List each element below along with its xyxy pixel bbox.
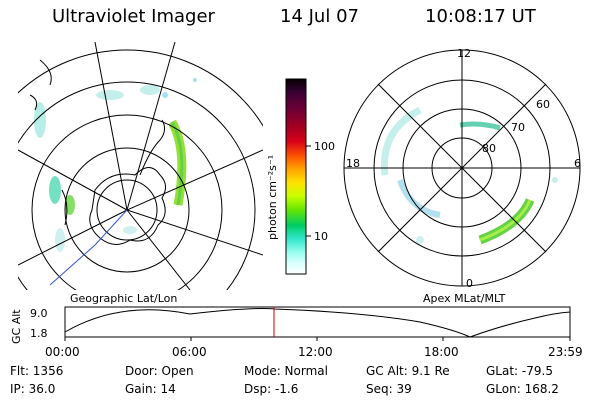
x-tick-1200: 12:00 (298, 345, 333, 359)
lat-label-60: 60 (536, 98, 550, 111)
lat-label-70: 70 (511, 121, 525, 134)
y-tick-9: 9.0 (30, 307, 48, 320)
y-tick-1-8: 1.8 (30, 327, 48, 340)
status-door: Door: Open (125, 364, 194, 378)
aurora-emission (34, 78, 197, 252)
x-tick-0600: 06:00 (172, 345, 207, 359)
geographic-caption: Geographic Lat/Lon (70, 292, 178, 305)
status-gain: Gain: 14 (125, 382, 176, 396)
altitude-timeline (64, 306, 571, 341)
x-tick-0000: 00:00 (45, 345, 80, 359)
status-dsp: Dsp: -1.6 (244, 382, 299, 396)
status-glat: GLat: -79.5 (486, 364, 553, 378)
timeline-axis-label: GC Alt (10, 309, 23, 344)
altitude-curve (64, 308, 571, 338)
coastline (89, 167, 166, 245)
status-ip: IP: 36.0 (10, 382, 56, 396)
magnetic-map (343, 49, 581, 287)
x-tick-1800: 18:00 (424, 345, 459, 359)
time-label: 10:08:17 UT (425, 6, 536, 27)
colorbar-tick-100: 100 (314, 140, 335, 153)
mlt-label-18: 18 (346, 157, 360, 170)
geographic-map (18, 42, 263, 290)
lat-label-80: 80 (482, 142, 496, 155)
colorbar-tick-10: 10 (314, 230, 328, 243)
status-seq: Seq: 39 (366, 382, 412, 396)
x-tick-2359: 23:59 (548, 345, 583, 359)
status-flt: Flt: 1356 (10, 364, 64, 378)
status-glon: GLon: 168.2 (486, 382, 559, 396)
status-gc-alt: GC Alt: 9.1 Re (366, 364, 450, 378)
date-label: 14 Jul 07 (280, 6, 359, 27)
status-mode: Mode: Normal (244, 364, 328, 378)
mlt-label-12: 12 (457, 47, 471, 60)
magnetic-caption: Apex MLat/MLT (423, 292, 506, 305)
mlt-label-0: 0 (466, 277, 473, 290)
satellite-track (49, 209, 128, 286)
mlt-label-6: 6 (574, 157, 581, 170)
colorbar (285, 78, 307, 275)
app-title: Ultraviolet Imager (52, 6, 215, 27)
colorbar-unit-label: photon cm⁻²s⁻¹ (266, 154, 279, 240)
